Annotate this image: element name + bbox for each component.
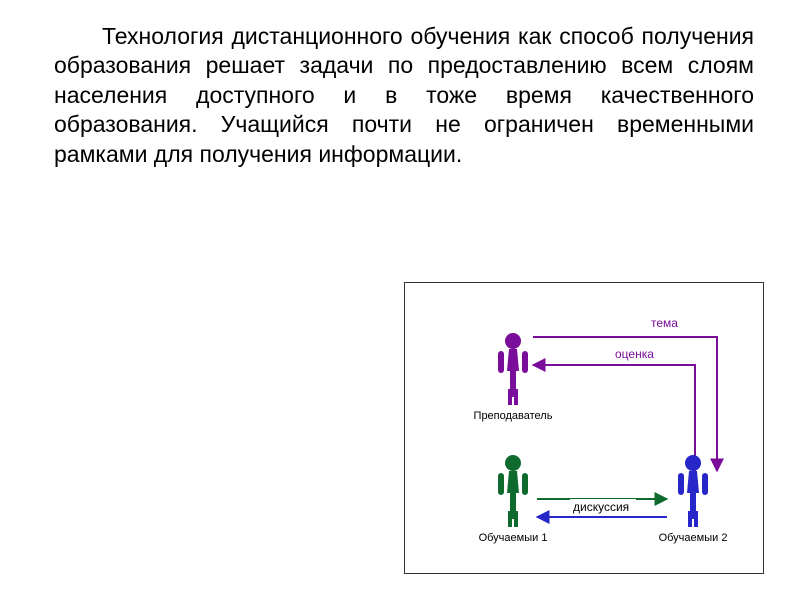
node-teacher: Преподаватель (474, 333, 553, 422)
edge-label-discussion: дискуссия (573, 500, 629, 514)
node-learner1-label: Обучаемыи 1 (479, 532, 548, 544)
person-icon (498, 333, 528, 405)
node-teacher-label: Преподаватель (474, 410, 553, 422)
edge-label-grade: оценка (615, 347, 654, 361)
edge-label-topic: тема (651, 316, 678, 330)
person-icon (678, 455, 708, 527)
diagram-svg: тема оценка дискуссия Преподаватель (405, 283, 763, 573)
slide-page: Технология дистанционного обучения как с… (0, 0, 800, 600)
person-icon (498, 455, 528, 527)
node-learner2-label: Обучаемыи 2 (659, 532, 728, 544)
diagram-frame: тема оценка дискуссия Преподаватель (404, 282, 764, 574)
slide-paragraph: Технология дистанционного обучения как с… (54, 22, 754, 169)
edge-grade (533, 365, 695, 471)
